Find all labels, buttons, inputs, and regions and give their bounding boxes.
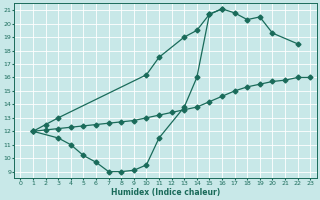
X-axis label: Humidex (Indice chaleur): Humidex (Indice chaleur)	[111, 188, 220, 197]
